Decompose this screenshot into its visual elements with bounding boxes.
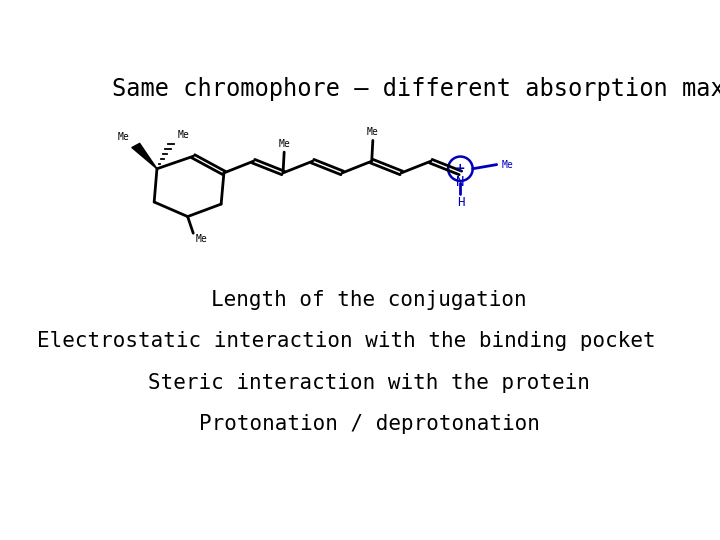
Text: Me: Me: [367, 127, 379, 138]
Text: Me: Me: [117, 132, 130, 141]
Text: Length of the conjugation: Length of the conjugation: [211, 290, 527, 310]
Text: Me: Me: [279, 139, 290, 149]
Text: +: +: [455, 162, 466, 176]
Text: Me: Me: [196, 234, 208, 244]
Text: H: H: [456, 196, 464, 209]
Text: Steric interaction with the protein: Steric interaction with the protein: [148, 373, 590, 393]
Polygon shape: [132, 144, 157, 168]
Text: Same chromophore – different absorption maximum: Same chromophore – different absorption …: [112, 77, 720, 102]
Text: Protonation / deprotonation: Protonation / deprotonation: [199, 415, 539, 435]
Text: Electrostatic interaction with the binding pocket: Electrostatic interaction with the bindi…: [37, 332, 656, 352]
Text: Me: Me: [501, 160, 513, 170]
Text: N: N: [456, 175, 464, 189]
Text: Me: Me: [178, 131, 189, 140]
